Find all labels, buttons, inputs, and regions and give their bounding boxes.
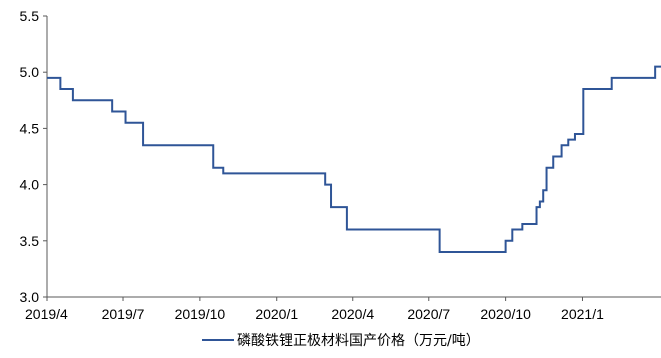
legend: 磷酸铁锂正极材料国产价格（万元/吨） [202, 333, 480, 349]
series-line-lfp-price [47, 65, 661, 254]
y-tick-label: 4.0 [20, 177, 40, 193]
y-tick-label: 5.0 [20, 64, 40, 80]
x-tick-label: 2019/10 [175, 306, 226, 322]
y-tick-label: 5.5 [20, 8, 40, 24]
x-tick-label: 2020/4 [331, 306, 374, 322]
x-tick-label: 2019/7 [102, 306, 145, 322]
series-layer [47, 65, 661, 254]
chart-axes: 3.0 3.5 4.0 4.5 5.0 5.5 2019/4 2019/7 2019/10 202… [20, 8, 661, 322]
x-tick-label: 2021/1 [561, 306, 604, 322]
x-tick-label: 2020/7 [407, 306, 450, 322]
legend-label-lfp-price: 磷酸铁锂正极材料国产价格（万元/吨） [237, 333, 480, 349]
y-tick-label: 3.0 [20, 289, 40, 305]
x-tick-label: 2020/1 [255, 306, 298, 322]
y-tick-label: 3.5 [20, 233, 40, 249]
x-tick-label: 2020/10 [480, 306, 531, 322]
x-tick-label: 2019/4 [25, 306, 68, 322]
y-tick-label: 4.5 [20, 120, 40, 136]
